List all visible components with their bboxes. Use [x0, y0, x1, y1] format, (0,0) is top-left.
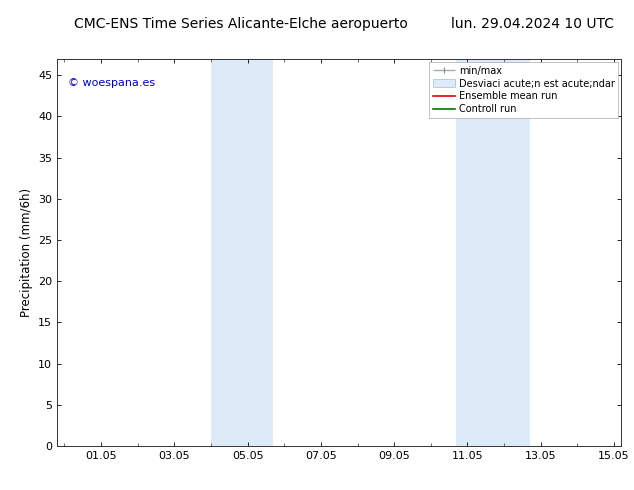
Text: lun. 29.04.2024 10 UTC: lun. 29.04.2024 10 UTC: [451, 17, 614, 31]
Legend: min/max, Desviaci acute;n est acute;ndar, Ensemble mean run, Controll run: min/max, Desviaci acute;n est acute;ndar…: [429, 62, 618, 118]
Text: © woespana.es: © woespana.es: [68, 78, 155, 88]
Bar: [230, 59, 248, 446]
Bar: [211, 59, 230, 446]
Bar: [479, 59, 504, 446]
Bar: [504, 59, 530, 446]
Text: CMC-ENS Time Series Alicante-Elche aeropuerto: CMC-ENS Time Series Alicante-Elche aerop…: [74, 17, 408, 31]
Bar: [248, 59, 273, 446]
Y-axis label: Precipitation (mm/6h): Precipitation (mm/6h): [20, 188, 32, 317]
Bar: [456, 59, 479, 446]
